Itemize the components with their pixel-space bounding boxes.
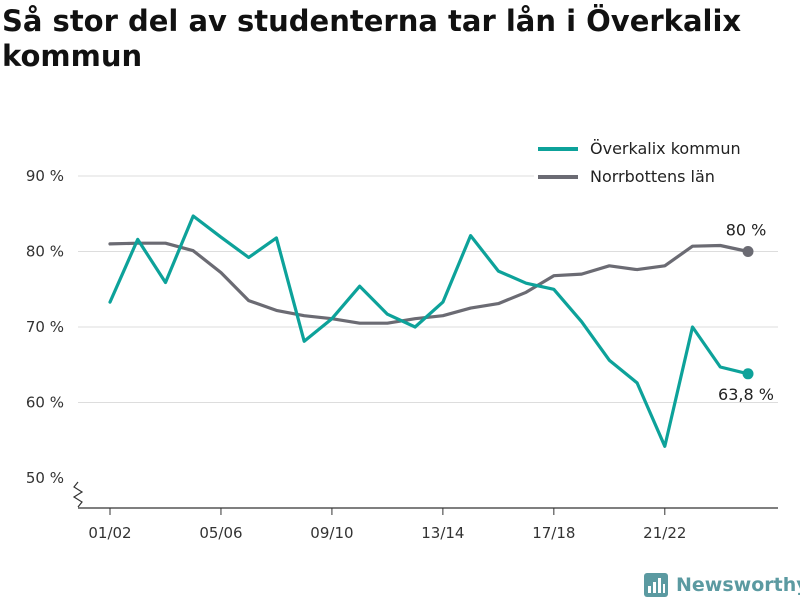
series-lines: [108, 214, 750, 448]
newsworthy-logo-icon: [644, 573, 668, 597]
y-tick-label: 80 %: [26, 243, 64, 261]
end-label-norrbotten: 80 %: [726, 221, 767, 240]
legend: Överkalix kommun Norrbottens län: [534, 139, 778, 195]
axis-break-zigzag: [72, 481, 84, 508]
legend-label-1: Norrbottens län: [590, 167, 715, 186]
legend-label-0: Överkalix kommun: [590, 139, 741, 158]
grid-lines: [78, 175, 778, 403]
x-tick-label: 01/02: [88, 524, 131, 542]
brand: Newsworthy: [644, 570, 800, 600]
y-tick-label: 50 %: [26, 469, 64, 487]
series-end-markers: 63,8 % 80 %: [718, 221, 774, 404]
chart-title: Så stor del av studenterna tar lån i Öve…: [2, 4, 742, 73]
x-tick-label: 17/18: [532, 524, 575, 542]
end-label-overkalix: 63,8 %: [718, 385, 774, 404]
series-end-point-0: [742, 368, 754, 380]
series-line-1: [108, 241, 750, 325]
y-tick-label: 70 %: [26, 318, 64, 336]
y-axis-break-mark: [72, 481, 84, 508]
brand-name: Newsworthy: [676, 574, 800, 596]
y-tick-label: 90 %: [26, 167, 64, 185]
series-line-0: [108, 214, 750, 448]
x-tick-label: 21/22: [643, 524, 686, 542]
y-tick-label: 60 %: [26, 394, 64, 412]
series-end-point-1: [742, 246, 754, 257]
x-tick-label: 09/10: [310, 524, 353, 542]
y-axis-ticks: 50 % 60 % 70 % 80 % 90 %: [26, 167, 64, 487]
x-axis: 01/02 05/06 09/10 13/14 17/18 21/22: [78, 507, 778, 542]
x-tick-label: 05/06: [199, 524, 242, 542]
x-tick-label: 13/14: [421, 524, 464, 542]
